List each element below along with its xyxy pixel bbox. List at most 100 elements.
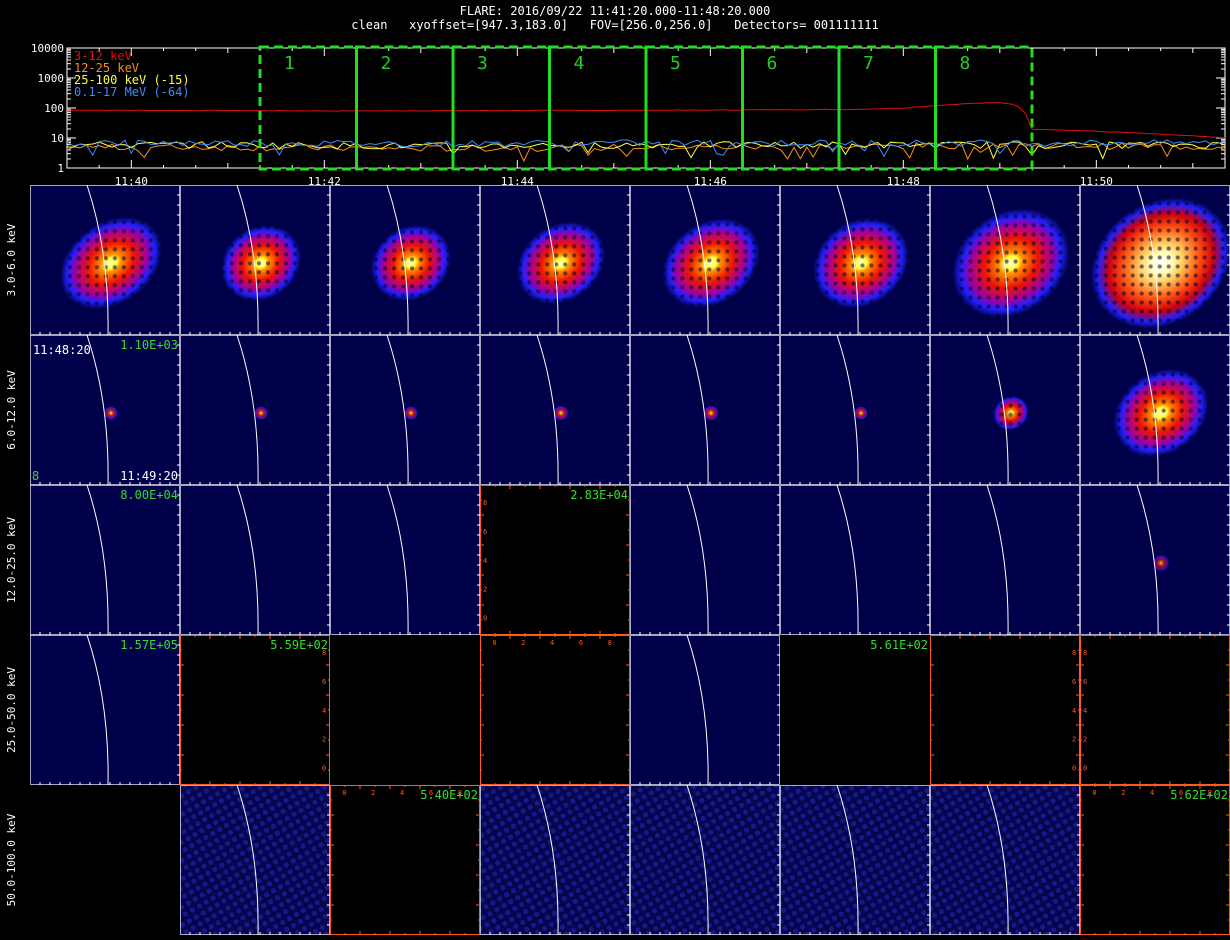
source-texture bbox=[662, 218, 760, 308]
solar-limb bbox=[86, 634, 109, 786]
solar-limb bbox=[686, 784, 709, 936]
cell-frame bbox=[180, 485, 330, 635]
solar-limb bbox=[386, 185, 409, 336]
axis-tick-label: 8 bbox=[483, 499, 487, 507]
axis-tick-label: 0 bbox=[1072, 765, 1076, 773]
xtick-label: 11:46 bbox=[694, 175, 727, 185]
solar-limb bbox=[1136, 185, 1159, 336]
image-cell-background bbox=[780, 485, 930, 635]
image-max-value: 5.59E+02 bbox=[270, 638, 328, 652]
solar-limb bbox=[236, 334, 259, 486]
xtick-label: 11:40 bbox=[115, 175, 148, 185]
solar-limb bbox=[86, 185, 109, 336]
empty-image-cell bbox=[330, 785, 480, 935]
interval-box bbox=[451, 45, 551, 171]
cell-frame bbox=[780, 335, 930, 485]
axis-tick-label: 0 bbox=[483, 615, 487, 623]
source-emission bbox=[553, 405, 569, 421]
energy-band-label: 12.0-25.0 keV bbox=[5, 517, 18, 603]
empty-image-cell bbox=[30, 785, 180, 935]
cell-frame bbox=[180, 785, 330, 935]
cell-frame bbox=[480, 185, 630, 335]
source-texture bbox=[59, 216, 163, 310]
interval-label: 6 bbox=[767, 53, 778, 74]
source-texture bbox=[952, 208, 1070, 318]
ytick-label: 1 bbox=[57, 162, 64, 175]
cell-frame bbox=[180, 185, 330, 335]
solar-limb bbox=[536, 784, 559, 936]
noise-dimmer bbox=[480, 785, 630, 935]
axis-tick-label: 4 bbox=[1150, 789, 1154, 797]
axis-tick-label: 2 bbox=[1083, 736, 1087, 744]
empty-image-cell bbox=[930, 635, 1080, 785]
interval-label: 2 bbox=[381, 53, 392, 74]
imaging-options: clean xyoffset=[947.3,183.0] FOV=[256.0,… bbox=[351, 18, 879, 32]
empty-image-cell bbox=[180, 635, 330, 785]
ytick-label: 10000 bbox=[31, 42, 64, 55]
image-cell-background bbox=[630, 785, 780, 935]
source-emission bbox=[404, 406, 418, 420]
solar-limb bbox=[686, 185, 709, 336]
image-grid: 3.0-6.0 keV 6.0-12.0 keV 1.10E+03 11:48:20 1… bbox=[5, 185, 1230, 936]
solar-limb bbox=[236, 484, 259, 636]
energy-band-label: 50.0-100.0 keV bbox=[5, 813, 18, 906]
cell-frame bbox=[330, 335, 480, 485]
solar-limb bbox=[836, 784, 859, 936]
solar-limb bbox=[386, 334, 409, 486]
interval-label: 3 bbox=[477, 53, 488, 74]
ytick-label: 10 bbox=[51, 132, 64, 145]
axis-tick-label: 6 bbox=[1179, 789, 1183, 797]
axis-tick-label: 2 bbox=[371, 789, 375, 797]
axis-tick-label: 2 bbox=[1072, 736, 1076, 744]
solar-limb bbox=[986, 185, 1009, 336]
cell-frame bbox=[630, 185, 780, 335]
source-texture bbox=[370, 224, 452, 302]
axis-tick-label: 8 bbox=[458, 789, 462, 797]
image-cell-background bbox=[330, 485, 480, 635]
solar-limb bbox=[836, 185, 859, 336]
source-emission bbox=[254, 406, 268, 420]
cell-frame bbox=[630, 485, 780, 635]
solar-limb bbox=[986, 334, 1009, 486]
cell-frame bbox=[630, 785, 780, 935]
image-max-value: 2.83E+04 bbox=[570, 488, 628, 502]
axis-tick-label: 6 bbox=[483, 528, 487, 536]
axis-tick-label: 4 bbox=[400, 789, 404, 797]
xtick-label: 11:44 bbox=[501, 175, 534, 185]
image-cell-background bbox=[180, 785, 330, 935]
noise-dimmer bbox=[780, 785, 930, 935]
image-cell-background bbox=[30, 485, 180, 635]
axis-tick-label: 2 bbox=[322, 736, 326, 744]
interval-label: 8 bbox=[960, 53, 971, 74]
xtick-label: 11:48 bbox=[887, 175, 920, 185]
solar-limb bbox=[836, 484, 859, 636]
empty-image-cell bbox=[1080, 785, 1230, 935]
source-texture bbox=[993, 395, 1029, 431]
source-emission bbox=[1152, 554, 1170, 572]
image-max-value: 8.00E+04 bbox=[120, 488, 178, 502]
empty-image-cell bbox=[1080, 635, 1230, 785]
axis-tick-label: 6 bbox=[1072, 678, 1076, 686]
cell-frame bbox=[930, 485, 1080, 635]
cell-frame bbox=[630, 635, 780, 785]
cell-frame bbox=[30, 335, 180, 485]
cell-frame bbox=[930, 185, 1080, 335]
image-cell-background bbox=[630, 635, 780, 785]
image-cell-background bbox=[480, 785, 630, 935]
axis-tick-label: 8 bbox=[322, 649, 326, 657]
solar-limb bbox=[236, 185, 259, 336]
interval-end-time: 11:49:20 bbox=[120, 469, 178, 483]
solar-limb bbox=[1136, 334, 1159, 486]
image-max-value: 5.40E+02 bbox=[420, 788, 478, 802]
cell-frame bbox=[930, 785, 1080, 935]
flare-title: FLARE: 2016/09/22 11:41:20.000-11:48:20.… bbox=[459, 4, 771, 18]
interval-label: 7 bbox=[863, 53, 874, 74]
image-cell-background bbox=[930, 485, 1080, 635]
solar-limb bbox=[686, 334, 709, 486]
plot-header: FLARE: 2016/09/22 11:41:20.000-11:48:20.… bbox=[0, 0, 1230, 40]
solar-limb bbox=[86, 484, 109, 636]
cell-frame bbox=[630, 335, 780, 485]
axis-tick-label: 8 bbox=[1072, 649, 1076, 657]
image-max-value: 5.62E+02 bbox=[1170, 788, 1228, 802]
legend-entry: 25-100 keV (-15) bbox=[74, 73, 190, 87]
